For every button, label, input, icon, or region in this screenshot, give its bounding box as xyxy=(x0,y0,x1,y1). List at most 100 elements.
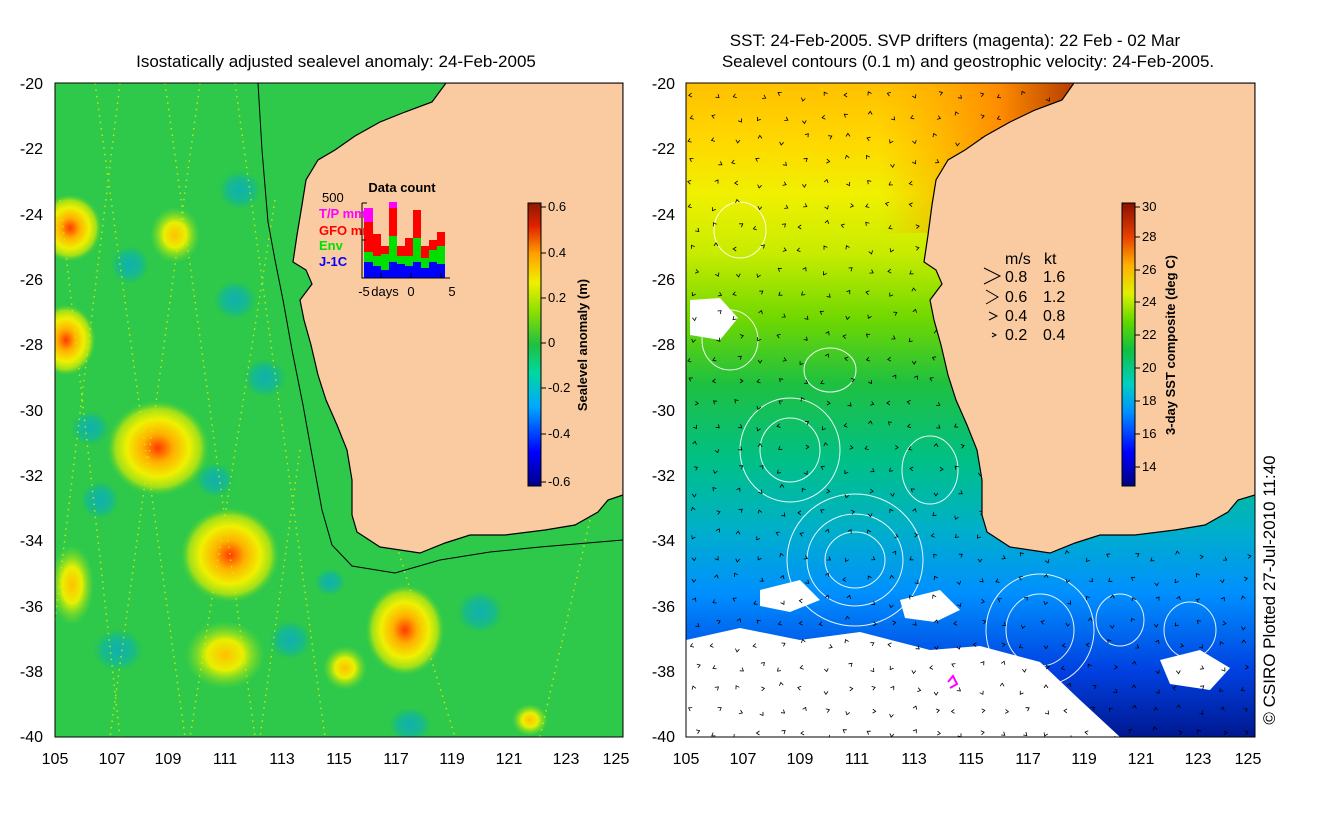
velocity-arrow xyxy=(870,642,875,647)
velocity-arrow xyxy=(738,709,744,714)
velocity-arrow xyxy=(801,487,806,493)
velocity-arrow xyxy=(976,534,982,539)
velocity-arrow xyxy=(756,405,762,411)
velocity-arrow xyxy=(826,158,831,164)
sst-colorbar: 30 28 26 24 22 20 18 16 14 3-day SST com… xyxy=(1121,199,1178,487)
velocity-arrow xyxy=(760,661,765,667)
velocity-arrow xyxy=(799,665,804,670)
velocity-arrow xyxy=(691,557,697,562)
inset-x-label: days xyxy=(371,284,399,299)
velocity-arrow xyxy=(1199,665,1205,670)
velocity-arrow xyxy=(823,442,829,447)
velocity-arrow xyxy=(1135,553,1140,558)
velocity-arrow xyxy=(1243,576,1249,582)
velocity-legend: m/s kt 0.8 1.6 0.6 1.2 0.4 0.8 0.2 0.4 xyxy=(983,251,1065,344)
inset-axes xyxy=(361,203,450,279)
velocity-arrow xyxy=(865,290,870,295)
velocity-arrow xyxy=(909,270,914,275)
inset-x-label: 5 xyxy=(448,284,455,299)
velocity-arrow xyxy=(739,334,745,339)
velocity-arrow xyxy=(1176,704,1181,709)
velocity-arrow xyxy=(1018,576,1023,581)
velocity-arrow xyxy=(734,572,738,577)
inset-legend-env: Env xyxy=(319,238,344,253)
left-lat-label: -34 xyxy=(20,533,43,550)
velocity-arrow xyxy=(891,116,896,121)
velocity-arrow xyxy=(865,221,870,226)
velocity-arrow xyxy=(843,113,848,118)
velocity-arrow xyxy=(868,379,873,385)
left-lat-label: -26 xyxy=(20,272,43,289)
velocity-arrow xyxy=(867,420,873,425)
right-lat-label: -20 xyxy=(652,76,675,93)
velocity-arrow xyxy=(762,94,767,99)
velocity-arrow xyxy=(776,423,781,428)
right-lon-label: 111 xyxy=(845,751,869,768)
velocity-arrow xyxy=(954,465,959,470)
velocity-arrow xyxy=(1244,664,1250,670)
velocity-arrow xyxy=(780,600,785,605)
left-lon-label: 123 xyxy=(553,751,580,768)
velocity-arrow xyxy=(894,533,899,539)
velocity-arrow xyxy=(843,92,848,98)
velocity-arrow xyxy=(1219,641,1224,646)
sst-colorbar-tick: 14 xyxy=(1142,459,1156,474)
velocity-arrow xyxy=(1131,597,1136,602)
velocity-arrow xyxy=(1175,670,1181,675)
velocity-arrow xyxy=(915,224,920,229)
velocity-arrow xyxy=(688,377,693,382)
velocity-arrow xyxy=(712,599,717,604)
velocity-arrow xyxy=(1106,553,1111,558)
velocity-arrow xyxy=(870,401,875,406)
velocity-arrow xyxy=(712,357,717,362)
velocity-arrow xyxy=(866,136,871,142)
velocity-arrow xyxy=(890,685,895,691)
velocity-arrow xyxy=(870,468,875,473)
velocity-arrow xyxy=(781,642,786,647)
velocity-arrow xyxy=(842,334,847,339)
velocity-arrow xyxy=(732,93,737,98)
velocity-arrow xyxy=(888,181,893,186)
velocity-arrow xyxy=(755,730,760,736)
velocity-arrow xyxy=(756,116,761,122)
left-lon-label: 115 xyxy=(326,751,352,768)
velocity-arrow xyxy=(713,469,718,474)
velocity-arrow xyxy=(867,91,872,96)
velocity-arrow xyxy=(844,470,849,475)
velocity-arrow xyxy=(1000,660,1006,665)
velocity-arrow xyxy=(759,290,764,295)
velocity-arrow xyxy=(869,269,874,274)
velocity-arrow xyxy=(1087,617,1093,622)
velocity-arrow xyxy=(980,114,985,119)
velocity-arrow xyxy=(954,533,960,538)
right-land xyxy=(923,83,1255,554)
velocity-arrow xyxy=(909,556,914,561)
velocity-arrow xyxy=(735,648,740,653)
velocity-arrow xyxy=(761,686,766,692)
velocity-arrow xyxy=(801,97,806,102)
velocity-arrow xyxy=(1060,665,1066,671)
right-lat-label: -34 xyxy=(652,533,675,550)
velocity-arrow xyxy=(715,528,720,533)
velocity-arrow xyxy=(1023,731,1028,736)
velocity-arrow xyxy=(737,355,742,360)
velocity-arrow xyxy=(936,115,942,120)
velocity-arrow xyxy=(849,445,854,450)
velocity-arrow xyxy=(1196,620,1201,625)
velocity-arrow xyxy=(844,494,850,499)
sla-anomaly-field xyxy=(55,170,548,737)
velocity-arrow xyxy=(845,132,851,137)
velocity-arrow xyxy=(912,160,917,165)
velocity-arrow xyxy=(732,246,737,252)
velocity-arrow xyxy=(1045,664,1050,670)
velocity-arrow xyxy=(690,506,696,512)
velocity-arrow xyxy=(1023,596,1028,601)
velocity-arrow xyxy=(1019,690,1024,695)
velocity-arrow xyxy=(980,598,985,604)
left-lon-label: 109 xyxy=(155,751,182,768)
velocity-arrow xyxy=(1001,642,1006,648)
velocity-arrow xyxy=(716,620,721,625)
velocity-arrow xyxy=(980,92,985,97)
velocity-arrow xyxy=(889,248,895,253)
velocity-arrow xyxy=(691,578,697,583)
